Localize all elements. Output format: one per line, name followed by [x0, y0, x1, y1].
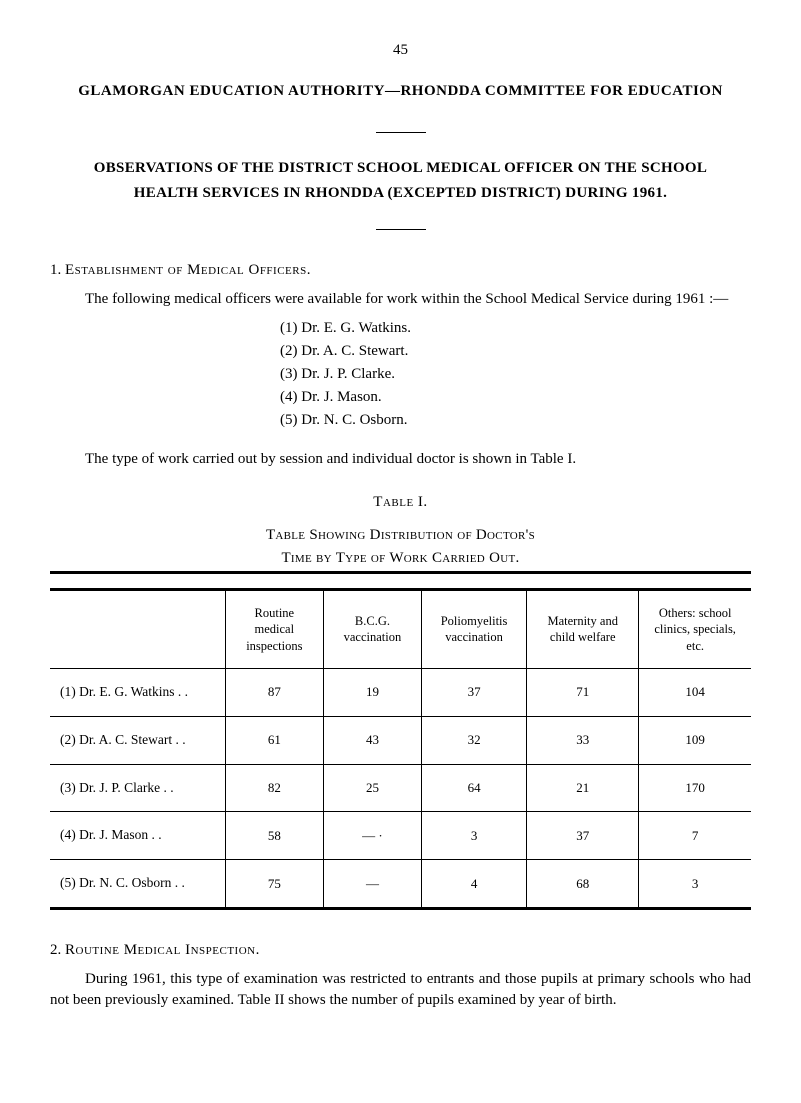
- th-blank: [50, 590, 225, 669]
- officer-item: (5) Dr. N. C. Osborn.: [280, 410, 751, 431]
- main-heading: GLAMORGAN EDUCATION AUTHORITY—RHONDDA CO…: [50, 81, 751, 102]
- row-label: (3) Dr. J. P. Clarke . .: [50, 764, 225, 812]
- cell: 25: [323, 764, 421, 812]
- table-row: (4) Dr. J. Mason . . 58 — · 3 37 7: [50, 812, 751, 860]
- section2-head: 2. Routine Medical Inspection.: [50, 940, 751, 961]
- cell: 82: [225, 764, 323, 812]
- table1-subcaption-line2: Time by Type of Work Carried Out.: [50, 548, 751, 569]
- cell: 43: [323, 716, 421, 764]
- cell: — ·: [323, 812, 421, 860]
- section1-number: 1.: [50, 262, 61, 278]
- cell: 37: [527, 812, 639, 860]
- row-label: (1) Dr. E. G. Watkins . .: [50, 668, 225, 716]
- section1-head: 1. Establishment of Medical Officers.: [50, 260, 751, 281]
- cell: 104: [639, 668, 751, 716]
- row-label: (4) Dr. J. Mason . .: [50, 812, 225, 860]
- section1-para: The following medical officers were avai…: [50, 289, 751, 310]
- officer-item: (1) Dr. E. G. Watkins.: [280, 318, 751, 339]
- cell: 58: [225, 812, 323, 860]
- divider: [376, 229, 426, 230]
- table-header-row: Routine medical inspections B.C.G. vacci…: [50, 590, 751, 669]
- cell: 75: [225, 860, 323, 909]
- section1-closing: The type of work carried out by session …: [50, 449, 751, 470]
- row-label: (5) Dr. N. C. Osborn . .: [50, 860, 225, 909]
- th-maternity: Maternity and child welfare: [527, 590, 639, 669]
- cell: 19: [323, 668, 421, 716]
- cell: 3: [422, 812, 527, 860]
- table-row: (1) Dr. E. G. Watkins . . 87 19 37 71 10…: [50, 668, 751, 716]
- table-top-rule: [50, 571, 751, 574]
- page-number: 45: [50, 40, 751, 61]
- cell: 64: [422, 764, 527, 812]
- cell: 109: [639, 716, 751, 764]
- section1-title: Establishment of Medical Officers.: [65, 262, 311, 278]
- officer-item: (2) Dr. A. C. Stewart.: [280, 341, 751, 362]
- officer-item: (4) Dr. J. Mason.: [280, 387, 751, 408]
- table1-caption: Table I.: [50, 492, 751, 513]
- section2-para: During 1961, this type of examination wa…: [50, 969, 751, 1011]
- row-label: (2) Dr. A. C. Stewart . .: [50, 716, 225, 764]
- divider: [376, 132, 426, 133]
- th-others: Others: school clinics, specials, etc.: [639, 590, 751, 669]
- section2-title: Routine Medical Inspection.: [65, 942, 260, 958]
- officers-list: (1) Dr. E. G. Watkins. (2) Dr. A. C. Ste…: [280, 318, 751, 431]
- cell: 33: [527, 716, 639, 764]
- officer-item: (3) Dr. J. P. Clarke.: [280, 364, 751, 385]
- cell: 87: [225, 668, 323, 716]
- cell: 37: [422, 668, 527, 716]
- cell: 7: [639, 812, 751, 860]
- cell: —: [323, 860, 421, 909]
- th-polio: Poliomyelitis vaccination: [422, 590, 527, 669]
- sub-heading-line2: HEALTH SERVICES IN RHONDDA (EXCEPTED DIS…: [50, 183, 751, 204]
- table-row: (3) Dr. J. P. Clarke . . 82 25 64 21 170: [50, 764, 751, 812]
- cell: 3: [639, 860, 751, 909]
- section2-number: 2.: [50, 942, 61, 958]
- table1-subcaption-line1: Table Showing Distribution of Doctor's: [50, 525, 751, 546]
- cell: 61: [225, 716, 323, 764]
- table-row: (5) Dr. N. C. Osborn . . 75 — 4 68 3: [50, 860, 751, 909]
- th-routine: Routine medical inspections: [225, 590, 323, 669]
- cell: 4: [422, 860, 527, 909]
- cell: 71: [527, 668, 639, 716]
- sub-heading-line1: OBSERVATIONS OF THE DISTRICT SCHOOL MEDI…: [50, 158, 751, 179]
- table1: Routine medical inspections B.C.G. vacci…: [50, 588, 751, 910]
- cell: 170: [639, 764, 751, 812]
- th-bcg: B.C.G. vaccination: [323, 590, 421, 669]
- cell: 21: [527, 764, 639, 812]
- cell: 68: [527, 860, 639, 909]
- cell: 32: [422, 716, 527, 764]
- table-row: (2) Dr. A. C. Stewart . . 61 43 32 33 10…: [50, 716, 751, 764]
